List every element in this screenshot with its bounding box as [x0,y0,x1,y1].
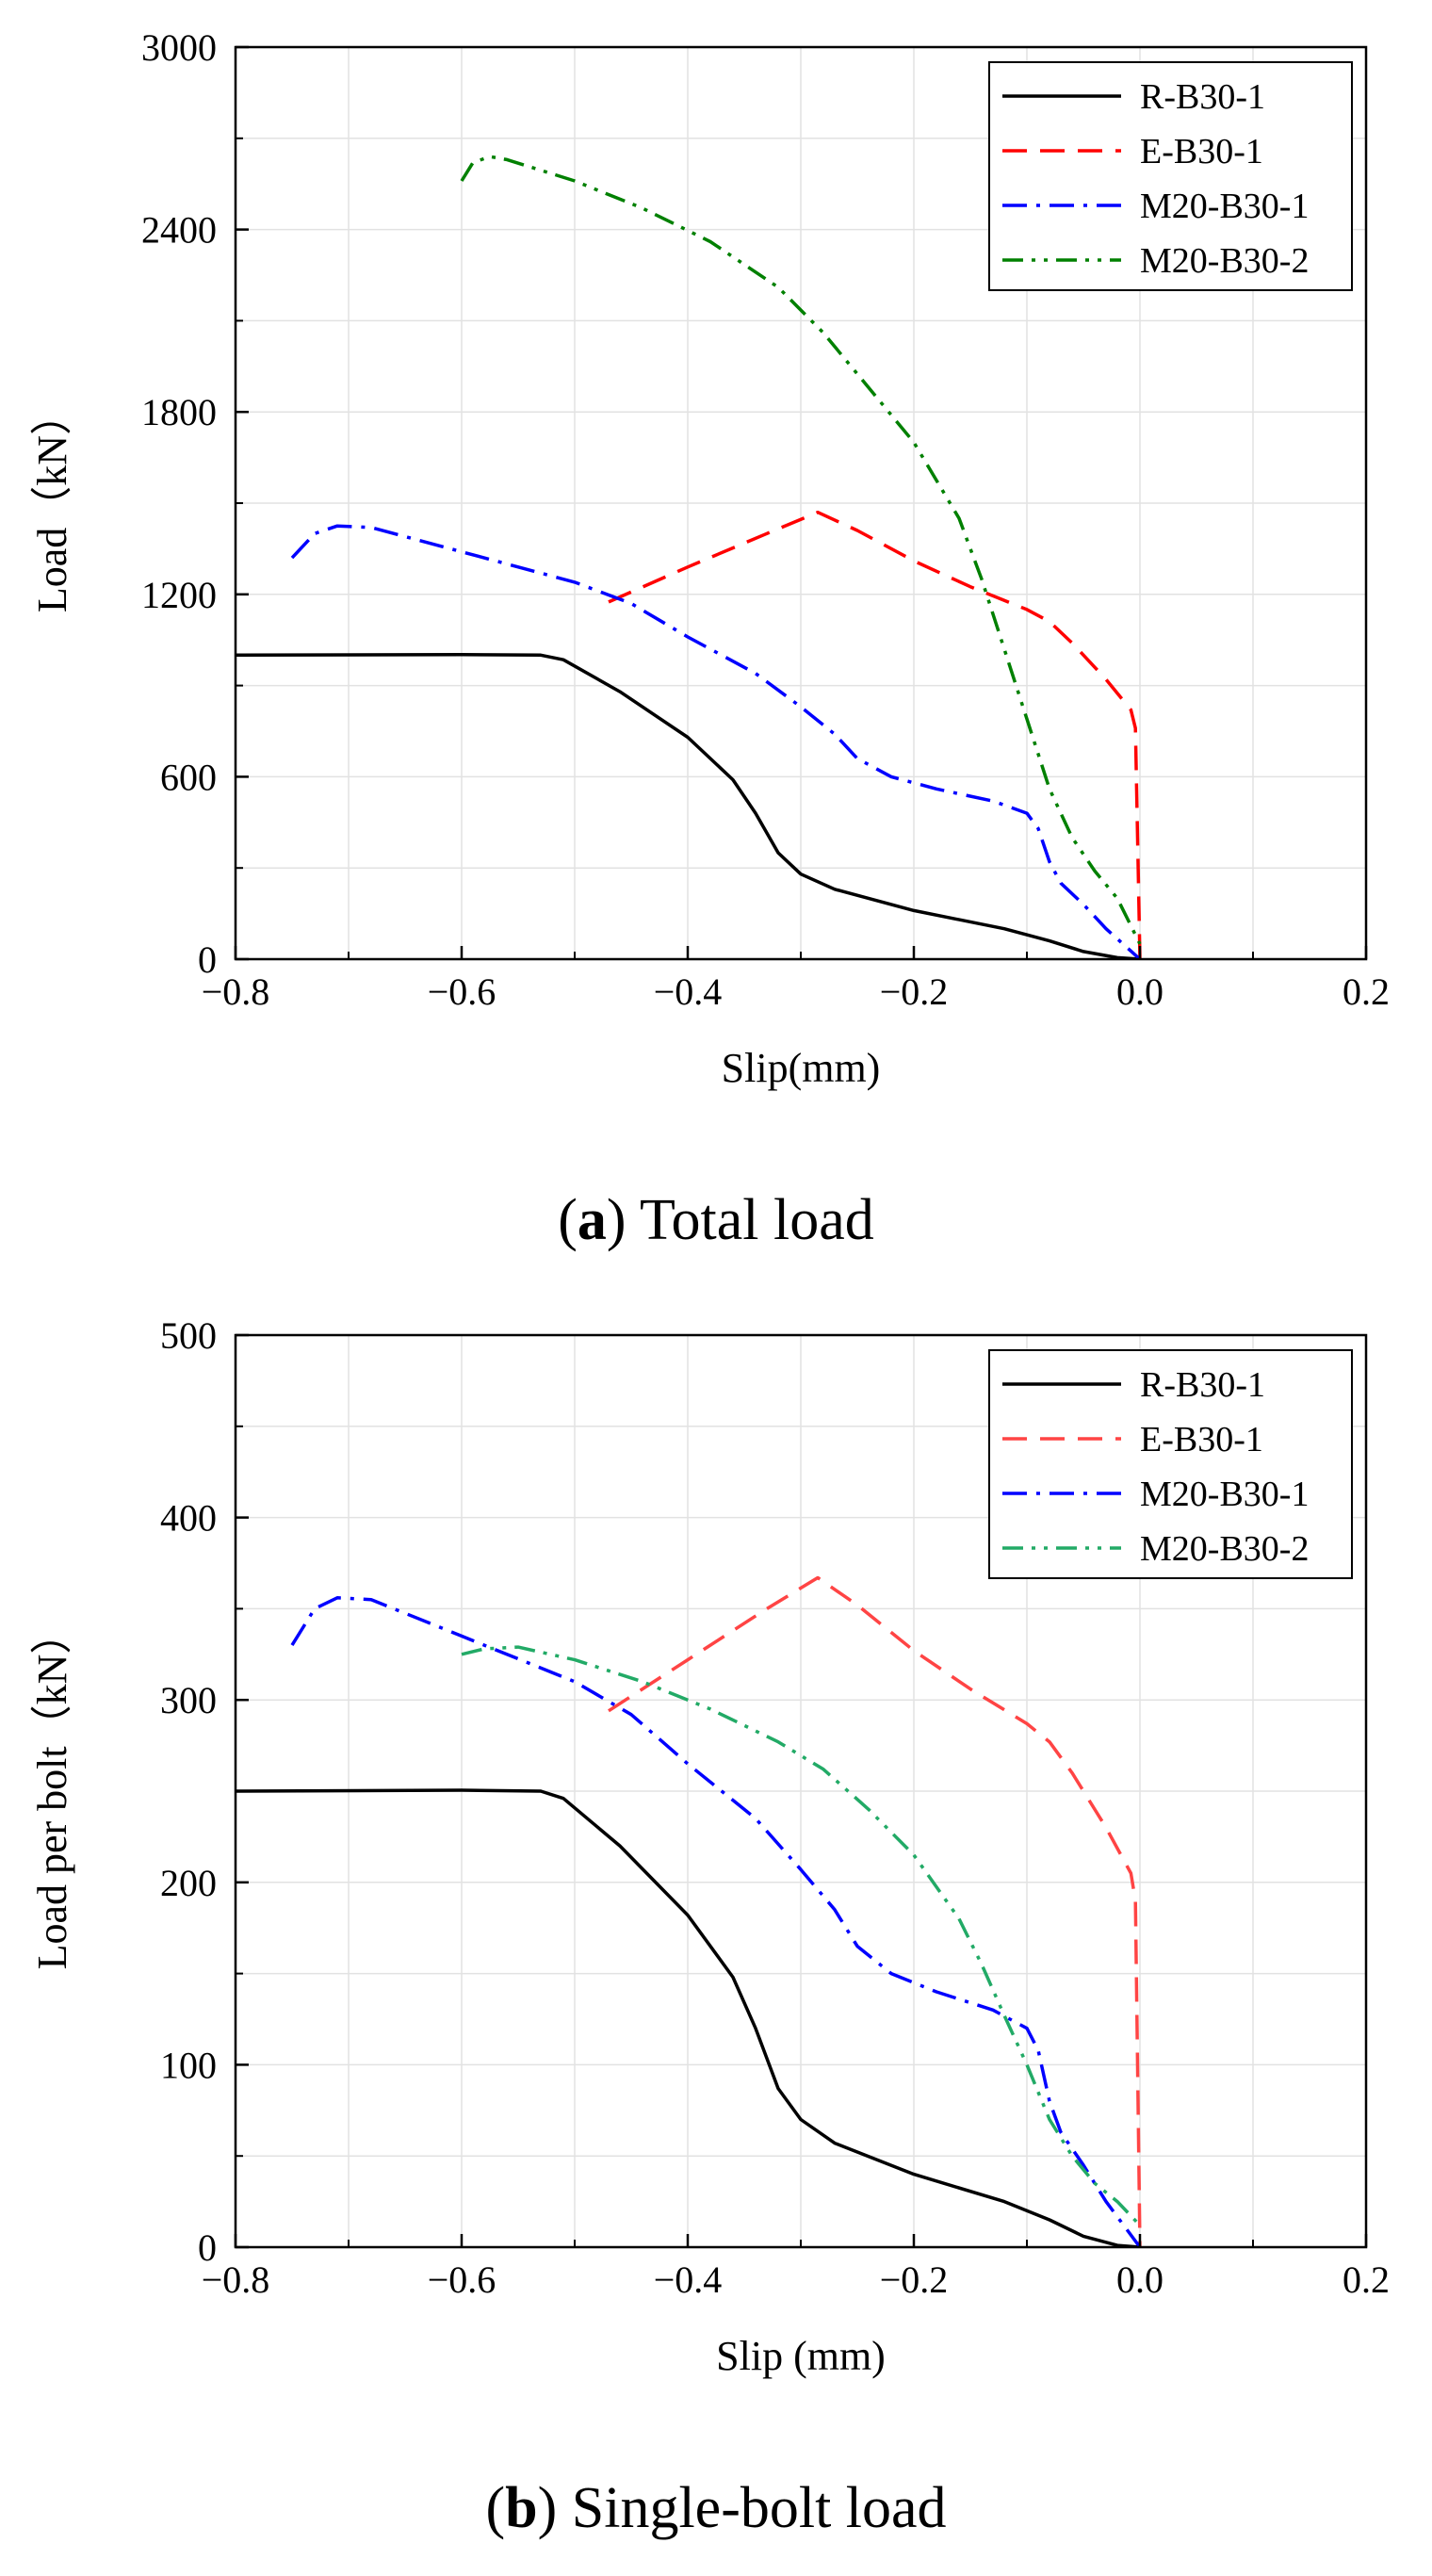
x-axis-label: Slip(mm) [722,1045,881,1091]
y-axis-label: Load（kN） [29,394,75,612]
series-line-m20-b30-2 [461,1645,1142,2227]
figure-b: −0.8 −0.6 −0.4 −0.2 0.0 0.2 0 100 200 300 400 500 Sl… [0,1288,1432,2576]
series-line-e-b30-1 [608,510,1142,959]
series-line-e-b30-1 [608,1575,1142,2247]
series-line-r-b30-1 [236,652,1141,959]
series-line-m20-b30-1 [290,1596,1142,2247]
legend-label-m20-b30-1: M20-B30-1 [1140,1475,1309,1514]
series-line-m20-b30-2 [460,155,1142,945]
caption-b-letter: b [505,2476,538,2540]
legend-label-r-b30-1: R-B30-1 [1140,77,1265,117]
x-tick-label: 0.2 [1342,970,1390,1013]
chart-single-bolt-load: −0.8 −0.6 −0.4 −0.2 0.0 0.2 0 100 200 300 400 500 Sl… [29,1314,1390,2379]
series-line-r-b30-1 [236,1788,1141,2247]
caption-a-letter: a [577,1188,607,1252]
legend: R-B30-1 E-B30-1 M20-B30-1 M20-B30-2 [988,61,1353,291]
legend-label-r-b30-1: R-B30-1 [1140,1365,1265,1405]
y-tick-label: 0 [198,938,217,981]
x-tick-label: −0.6 [428,970,496,1013]
y-axis-label: Load per bolt（kN） [29,1613,75,1970]
y-tick-label: 600 [160,756,217,798]
x-tick-label: −0.2 [880,2258,949,2301]
legend: R-B30-1 E-B30-1 M20-B30-1 M20-B30-2 [988,1349,1353,1579]
x-tick-label: 0.0 [1116,970,1164,1013]
x-tick-label: −0.8 [202,970,270,1013]
y-tick-label: 500 [160,1314,217,1357]
figure-a: −0.8 −0.6 −0.4 −0.2 0.0 0.2 0 600 1200 1800 2400 30… [29,26,1390,1252]
x-tick-label: −0.8 [202,2258,270,2301]
x-tick-label: −0.6 [428,2258,496,2301]
x-tick-label: −0.2 [880,970,949,1013]
caption-b-text: Single-bolt load [571,2476,947,2540]
legend-label-m20-b30-1: M20-B30-1 [1140,187,1309,226]
chart-total-load: −0.8 −0.6 −0.4 −0.2 0.0 0.2 0 600 1200 1800 2400 30… [29,26,1390,1091]
y-tick-label: 300 [160,1679,217,1721]
caption-a: (a) Total load [558,1188,874,1252]
legend-label-m20-b30-2: M20-B30-2 [1140,241,1309,281]
y-tick-label: 0 [198,2226,217,2269]
y-tick-label: 1200 [141,574,217,616]
legend-label-e-b30-1: E-B30-1 [1140,1420,1263,1459]
x-tick-label: −0.4 [654,970,723,1013]
caption-a-text: Total load [639,1188,874,1252]
series-line-m20-b30-1 [290,524,1142,959]
legend-box [988,61,1353,291]
legend-label-m20-b30-2: M20-B30-2 [1140,1529,1309,1569]
y-tick-label: 2400 [141,209,217,252]
y-tick-label: 400 [160,1497,217,1540]
x-tick-label: −0.4 [654,2258,723,2301]
x-tick-label: 0.0 [1116,2258,1164,2301]
x-tick-label: 0.2 [1342,2258,1390,2301]
caption-b: (b) Single-bolt load [485,2476,947,2540]
legend-label-e-b30-1: E-B30-1 [1140,132,1263,171]
x-axis-label: Slip (mm) [716,2333,886,2379]
y-tick-label: 100 [160,2044,217,2086]
series-group [236,155,1142,959]
series-group [236,1575,1142,2247]
y-tick-label: 200 [160,1862,217,1904]
legend-box [988,1349,1353,1579]
y-tick-label: 3000 [141,26,217,69]
y-tick-label: 1800 [141,391,217,433]
